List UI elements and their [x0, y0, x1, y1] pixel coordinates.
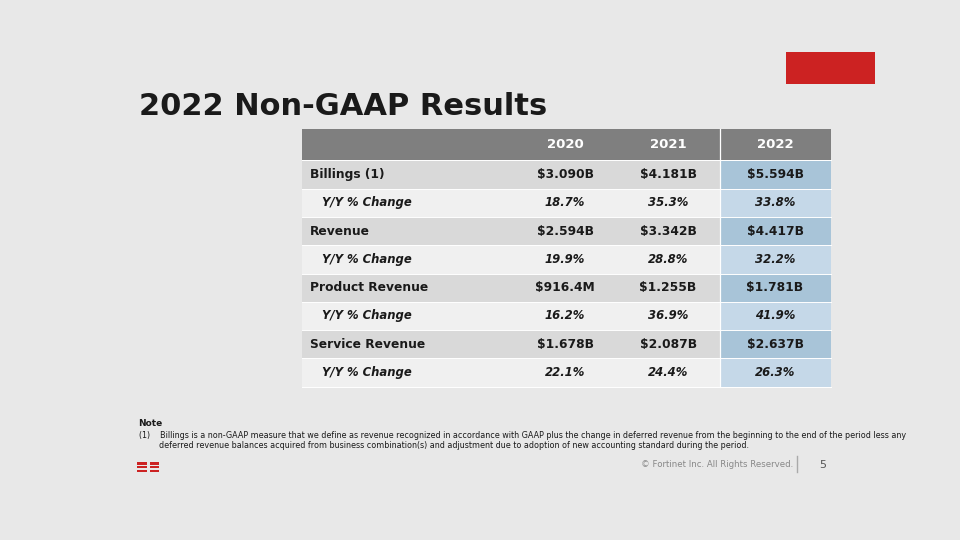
Text: deferred revenue balances acquired from business combination(s) and adjustment d: deferred revenue balances acquired from …	[138, 441, 749, 450]
Bar	[720, 359, 830, 387]
Text: Y/Y % Change: Y/Y % Change	[310, 366, 412, 379]
Text: 22.1%: 22.1%	[545, 366, 586, 379]
Bar	[150, 470, 159, 472]
Bar	[786, 52, 876, 84]
Text: 2021: 2021	[650, 138, 686, 151]
Text: Billings (1): Billings (1)	[310, 168, 384, 181]
Text: Service Revenue: Service Revenue	[310, 338, 425, 350]
Text: 2022: 2022	[756, 138, 793, 151]
Text: 33.8%: 33.8%	[755, 197, 795, 210]
Text: 32.2%: 32.2%	[755, 253, 795, 266]
Text: 36.9%: 36.9%	[648, 309, 688, 322]
Bar	[150, 466, 159, 469]
Text: Y/Y % Change: Y/Y % Change	[310, 197, 412, 210]
Text: $2.594B: $2.594B	[537, 225, 593, 238]
Text: 26.3%: 26.3%	[755, 366, 795, 379]
Text: $1.255B: $1.255B	[639, 281, 697, 294]
Text: $5.594B: $5.594B	[747, 168, 804, 181]
Text: 2022 Non-GAAP Results: 2022 Non-GAAP Results	[138, 92, 547, 121]
Text: 35.3%: 35.3%	[648, 197, 688, 210]
Bar	[137, 470, 147, 472]
Bar	[137, 462, 147, 465]
Text: Revenue: Revenue	[310, 225, 370, 238]
Bar	[302, 330, 720, 359]
Bar	[302, 160, 720, 188]
Bar	[720, 188, 830, 217]
Text: $4.417B: $4.417B	[747, 225, 804, 238]
Bar	[302, 245, 720, 274]
Text: 24.4%: 24.4%	[648, 366, 688, 379]
Text: $916.4M: $916.4M	[536, 281, 595, 294]
Text: 41.9%: 41.9%	[755, 309, 795, 322]
Bar	[302, 217, 720, 245]
Text: Y/Y % Change: Y/Y % Change	[310, 309, 412, 322]
Text: © Fortinet Inc. All Rights Reserved.: © Fortinet Inc. All Rights Reserved.	[641, 460, 793, 469]
Text: $1.781B: $1.781B	[747, 281, 804, 294]
Text: 16.2%: 16.2%	[545, 309, 586, 322]
Bar	[302, 129, 830, 160]
Text: $1.678B: $1.678B	[537, 338, 593, 350]
Bar	[720, 302, 830, 330]
Bar	[720, 330, 830, 359]
Bar	[302, 359, 720, 387]
Text: Y/Y % Change: Y/Y % Change	[310, 253, 412, 266]
Text: $2.637B: $2.637B	[747, 338, 804, 350]
Bar	[302, 188, 720, 217]
Text: 2020: 2020	[546, 138, 584, 151]
Bar	[720, 245, 830, 274]
Bar	[150, 462, 159, 465]
Text: $3.342B: $3.342B	[639, 225, 697, 238]
Bar	[302, 274, 720, 302]
Bar	[302, 302, 720, 330]
Text: 5: 5	[820, 460, 827, 470]
Text: 28.8%: 28.8%	[648, 253, 688, 266]
Text: $4.181B: $4.181B	[639, 168, 697, 181]
Text: Product Revenue: Product Revenue	[310, 281, 428, 294]
Bar	[720, 274, 830, 302]
Bar	[137, 466, 147, 469]
Text: 18.7%: 18.7%	[545, 197, 586, 210]
Text: $2.087B: $2.087B	[639, 338, 697, 350]
Text: 19.9%: 19.9%	[545, 253, 586, 266]
Text: $3.090B: $3.090B	[537, 168, 593, 181]
Bar	[720, 160, 830, 188]
Bar	[720, 217, 830, 245]
Text: Note: Note	[138, 419, 163, 428]
Text: (1)    Billings is a non-GAAP measure that we define as revenue recognized in ac: (1) Billings is a non-GAAP measure that …	[138, 431, 905, 440]
